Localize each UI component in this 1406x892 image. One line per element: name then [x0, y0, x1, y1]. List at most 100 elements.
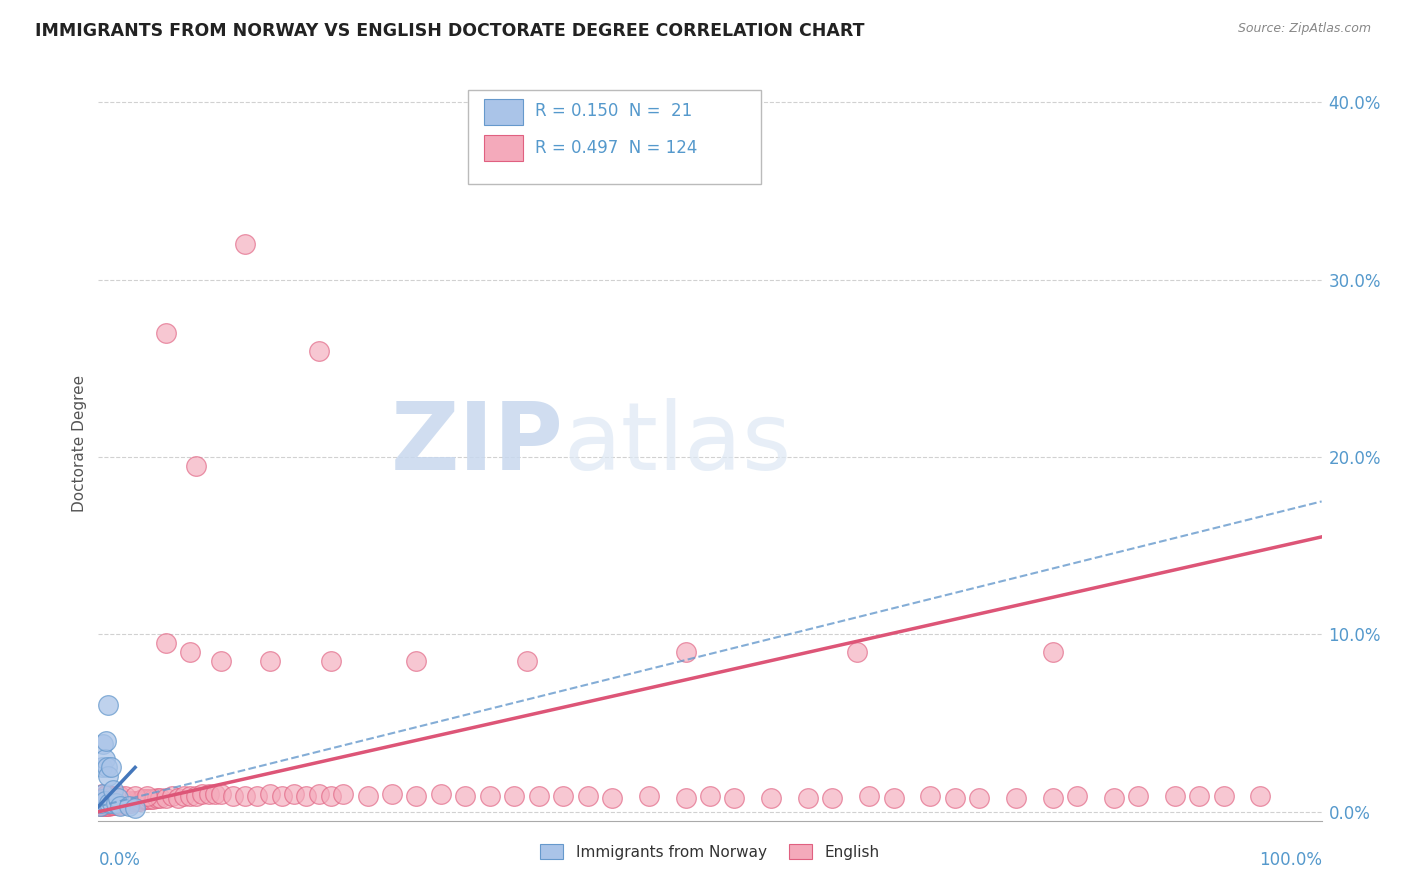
Point	[105, 797, 128, 812]
Point	[98, 794, 121, 808]
Text: R = 0.150  N =  21: R = 0.150 N = 21	[536, 103, 692, 120]
Point	[527, 789, 550, 803]
Point	[259, 787, 281, 801]
Point	[821, 790, 844, 805]
Point	[98, 789, 121, 803]
Point	[1004, 790, 1026, 805]
Point	[186, 789, 208, 803]
Point	[107, 790, 129, 805]
Point	[430, 787, 453, 801]
Point	[105, 789, 128, 803]
Point	[100, 797, 122, 812]
Point	[167, 790, 190, 805]
Point	[91, 787, 114, 801]
Point	[94, 734, 117, 748]
Point	[797, 790, 820, 805]
Point	[97, 797, 120, 812]
Point	[246, 789, 269, 803]
Point	[89, 799, 111, 814]
Point	[97, 769, 120, 783]
Point	[91, 787, 114, 801]
Point	[94, 792, 117, 806]
Point	[93, 799, 115, 814]
Point	[405, 654, 427, 668]
Point	[454, 789, 477, 803]
Point	[1066, 789, 1088, 803]
Point	[93, 794, 115, 808]
Text: 0.0%: 0.0%	[98, 851, 141, 869]
Point	[96, 799, 118, 814]
Point	[186, 458, 208, 473]
Point	[146, 790, 169, 805]
Point	[90, 796, 112, 810]
Point	[1102, 790, 1125, 805]
Point	[308, 787, 330, 801]
Point	[883, 790, 905, 805]
Point	[209, 787, 232, 801]
Text: IMMIGRANTS FROM NORWAY VS ENGLISH DOCTORATE DEGREE CORRELATION CHART: IMMIGRANTS FROM NORWAY VS ENGLISH DOCTOR…	[35, 22, 865, 40]
Point	[104, 796, 127, 810]
Point	[1042, 790, 1064, 805]
Point	[637, 789, 661, 803]
Point	[139, 792, 162, 806]
Point	[553, 789, 575, 803]
Point	[515, 654, 537, 668]
Point	[101, 797, 124, 812]
Text: R = 0.497  N = 124: R = 0.497 N = 124	[536, 138, 697, 157]
Point	[107, 796, 129, 810]
Point	[117, 796, 139, 810]
Point	[381, 787, 404, 801]
Point	[108, 794, 131, 808]
Point	[89, 799, 111, 814]
FancyBboxPatch shape	[468, 89, 762, 184]
Point	[222, 789, 245, 803]
Point	[356, 789, 378, 803]
Point	[93, 751, 115, 765]
Point	[576, 789, 599, 803]
Point	[478, 789, 501, 803]
Text: ZIP: ZIP	[391, 398, 564, 490]
Point	[110, 799, 132, 814]
Point	[91, 738, 114, 752]
Point	[699, 789, 721, 803]
Point	[191, 787, 214, 801]
Point	[111, 794, 134, 808]
Point	[110, 789, 132, 803]
Point	[600, 790, 623, 805]
Point	[97, 792, 120, 806]
Point	[1164, 789, 1187, 803]
Point	[209, 654, 232, 668]
Point	[160, 789, 183, 803]
Point	[1249, 789, 1271, 803]
Point	[96, 787, 118, 801]
Point	[101, 789, 124, 803]
Point	[93, 789, 115, 803]
Point	[136, 792, 159, 806]
Point	[155, 636, 177, 650]
Legend: Immigrants from Norway, English: Immigrants from Norway, English	[534, 838, 886, 866]
Point	[155, 326, 177, 340]
Point	[270, 789, 294, 803]
Text: Source: ZipAtlas.com: Source: ZipAtlas.com	[1237, 22, 1371, 36]
Point	[319, 789, 342, 803]
Point	[943, 790, 966, 805]
Point	[179, 645, 201, 659]
Point	[90, 794, 112, 808]
Point	[121, 794, 143, 808]
Point	[91, 797, 114, 812]
Point	[120, 796, 142, 810]
Point	[111, 797, 134, 812]
Point	[723, 790, 745, 805]
Point	[112, 796, 135, 810]
Point	[124, 801, 146, 815]
Point	[295, 789, 318, 803]
Point	[1188, 789, 1211, 803]
Point	[503, 789, 526, 803]
Point	[675, 790, 697, 805]
Point	[100, 792, 122, 806]
Point	[91, 796, 114, 810]
Point	[675, 645, 697, 659]
Point	[967, 790, 990, 805]
Point	[96, 794, 118, 808]
Point	[761, 790, 783, 805]
